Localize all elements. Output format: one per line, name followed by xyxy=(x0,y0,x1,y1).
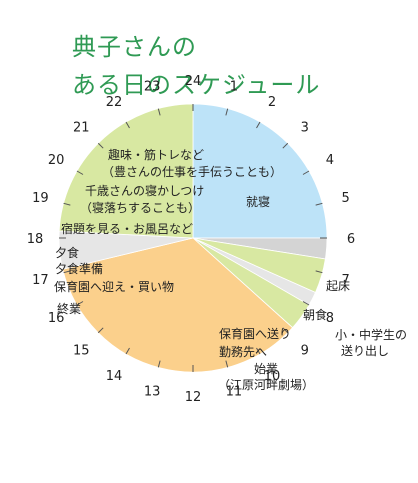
segment-annotation: 趣味・筋トレなど xyxy=(108,147,204,162)
segment-annotation: （豊さんの仕事を手伝うことも） xyxy=(102,165,282,179)
hour-tick-mark xyxy=(63,202,71,206)
hour-tick-label: 23 xyxy=(144,79,161,94)
hour-tick-mark xyxy=(225,108,229,116)
hour-tick-label: 12 xyxy=(185,390,202,405)
hour-tick-label: 2 xyxy=(268,95,276,110)
segment-annotation: 就寝 xyxy=(246,194,270,209)
hour-tick-label: 6 xyxy=(347,232,355,247)
hour-tick-mark xyxy=(256,347,261,355)
segment-annotation: 起床 xyxy=(326,279,350,293)
title-line-1: 典子さんの xyxy=(72,33,197,61)
hour-tick-label: 11 xyxy=(226,385,243,400)
hour-tick-mark xyxy=(97,142,104,149)
hour-tick-label: 17 xyxy=(32,273,49,288)
segment-annotation: 終業 xyxy=(57,301,81,316)
hour-tick-label: 4 xyxy=(326,153,334,168)
pie-slice-dinner xyxy=(58,103,194,239)
hour-tick-label: 3 xyxy=(301,120,309,135)
segment-annotation: 朝食 xyxy=(303,307,327,322)
segment-annotation: 夕食準備 xyxy=(55,261,103,276)
hour-tick-label: 5 xyxy=(341,191,349,206)
segment-annotation: 宿題を見る・お風呂など xyxy=(61,221,193,236)
hour-tick-label: 21 xyxy=(73,120,90,135)
hour-tick-label: 14 xyxy=(106,369,123,384)
hour-tick-label: 20 xyxy=(48,153,65,168)
hour-tick-mark xyxy=(97,327,104,334)
segment-annotation: 千歳さんの寝かしつけ xyxy=(85,183,204,198)
hour-tick-label: 22 xyxy=(106,95,123,110)
hour-tick-mark xyxy=(157,108,161,116)
segment-annotation: 始業 xyxy=(254,362,278,376)
hour-tick-label: 1 xyxy=(230,79,238,94)
hour-tick-mark xyxy=(225,360,229,368)
hour-tick-mark xyxy=(157,360,161,368)
hour-tick-mark xyxy=(282,142,289,149)
hour-tick-mark xyxy=(302,170,310,175)
title-line-2: ある日のスケジュール xyxy=(72,71,321,99)
hour-tick-label: 19 xyxy=(32,191,49,206)
hour-tick-label: 18 xyxy=(27,232,44,247)
hour-tick-mark xyxy=(125,121,130,129)
hour-tick-mark xyxy=(256,121,261,129)
hour-tick-mark xyxy=(315,270,323,274)
segment-annotation: 小・中学生の xyxy=(335,327,407,342)
hour-tick-mark xyxy=(315,202,323,206)
pie-slice-work xyxy=(62,237,294,373)
page-title: 典子さんの ある日のスケジュール xyxy=(72,28,320,104)
segment-annotation: 保育園へ送り xyxy=(219,326,291,341)
hour-tick-mark xyxy=(63,270,71,274)
segment-annotation: （江原河畔劇場） xyxy=(218,378,314,392)
segment-annotation: 夕食 xyxy=(55,245,79,260)
hour-tick-label: 9 xyxy=(301,344,309,359)
hour-tick-mark xyxy=(76,301,84,306)
hour-tick-mark xyxy=(125,347,130,355)
segment-annotation: 保育園へ迎え・買い物 xyxy=(54,279,174,294)
hour-tick-label: 8 xyxy=(326,311,334,326)
hour-tick-label: 24 xyxy=(185,74,202,89)
segment-annotation: （寝落ちすることも） xyxy=(80,200,200,215)
hour-tick-mark xyxy=(282,327,289,334)
segment-annotation: 送り出し xyxy=(341,343,389,358)
hour-tick-mark xyxy=(302,301,310,306)
hour-tick-label: 13 xyxy=(144,385,161,400)
hour-tick-label: 7 xyxy=(341,273,349,288)
pie-segments xyxy=(58,103,328,373)
segment-annotation: 勤務先へ xyxy=(219,345,267,359)
hour-tick-label: 10 xyxy=(264,369,281,384)
hour-tick-mark xyxy=(76,170,84,175)
hour-tick-label: 15 xyxy=(73,344,90,359)
pie-slice-sleep xyxy=(192,103,328,239)
hour-tick-label: 16 xyxy=(48,311,65,326)
